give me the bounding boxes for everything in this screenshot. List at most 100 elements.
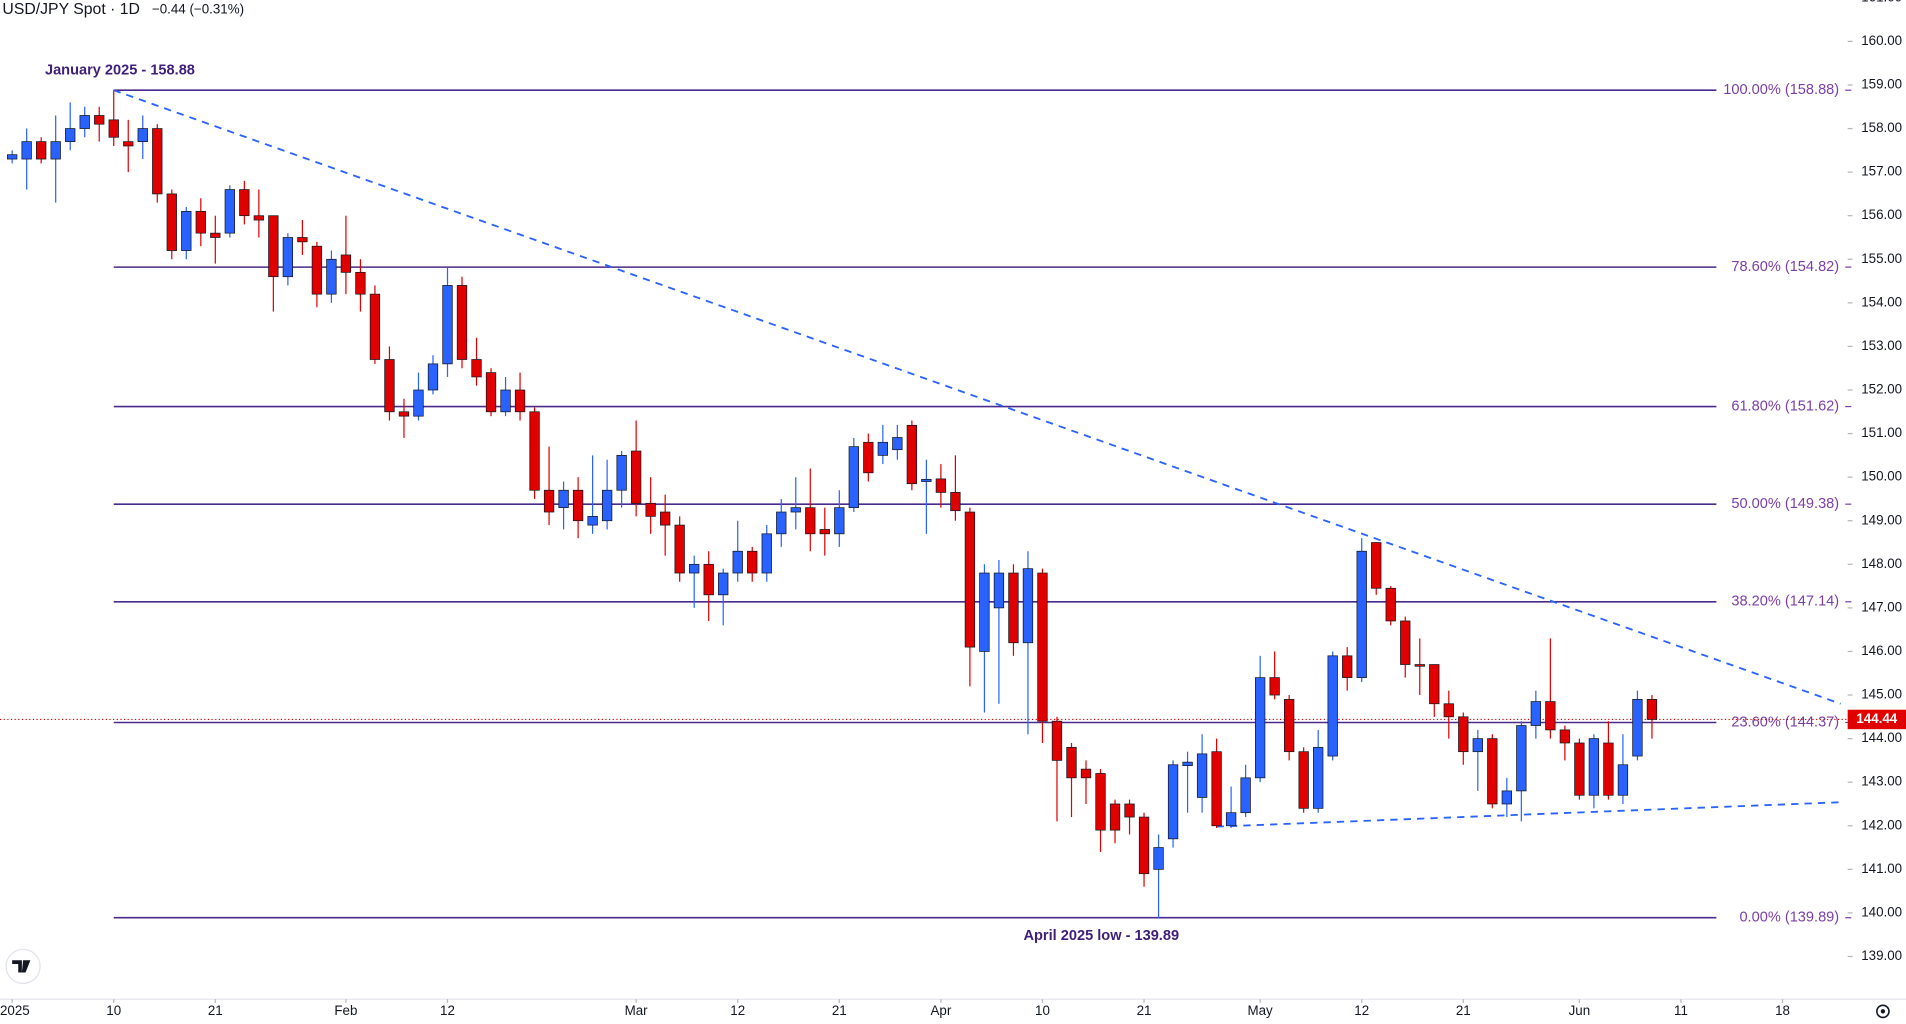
candle-body [65, 128, 76, 142]
candle [1617, 734, 1629, 804]
candle-body [50, 141, 61, 160]
candle [660, 494, 671, 556]
annotation: April 2025 low - 139.89 [1024, 928, 1180, 944]
candle-body [529, 411, 540, 491]
candle [1240, 764, 1251, 818]
candle-body [181, 210, 192, 251]
fib-label: 100.00% (158.88) [1723, 82, 1839, 98]
candle-body [776, 511, 787, 535]
candle-body [1066, 746, 1077, 779]
y-tick-label: 145.00 [1861, 687, 1902, 702]
candle [485, 368, 497, 417]
candle [442, 267, 453, 377]
candle [1632, 690, 1643, 761]
candle [877, 424, 888, 465]
candle [1400, 616, 1411, 678]
candle [152, 124, 163, 203]
candle-body [819, 529, 830, 535]
candle-body [921, 478, 932, 482]
candle [1022, 551, 1034, 735]
candle-body [1588, 738, 1600, 796]
candle-body [326, 258, 337, 295]
candle [326, 250, 337, 303]
gear[interactable] [1876, 1004, 1890, 1019]
candle [224, 185, 235, 238]
candle [1138, 812, 1150, 887]
candle-body [674, 524, 685, 574]
candle [1066, 742, 1077, 818]
candle [1153, 834, 1164, 918]
candle [1008, 564, 1019, 656]
candle [1574, 738, 1585, 800]
candle-body [1559, 729, 1571, 744]
x-tick-label: 21 [1137, 1003, 1152, 1018]
candle [1124, 799, 1135, 835]
fib-label: 0.00% (139.89) [1739, 910, 1839, 926]
candle-body [630, 450, 642, 504]
candle-body [1313, 746, 1324, 809]
candle [616, 451, 627, 508]
candle [921, 459, 932, 534]
candle-body [398, 411, 410, 417]
candle [413, 372, 424, 421]
candle [979, 564, 990, 713]
candle [50, 115, 61, 203]
candle [630, 420, 642, 517]
candle [340, 215, 352, 295]
candle [471, 337, 482, 386]
candle [181, 206, 192, 260]
candle [805, 468, 816, 552]
candle [1095, 769, 1106, 852]
candle [1559, 725, 1571, 761]
gear-center [1880, 1009, 1886, 1014]
candle [689, 555, 700, 608]
chart-subtitle: −0.44 (−0.31%) [152, 1, 244, 16]
candle-body [601, 489, 613, 522]
candle-body [224, 189, 235, 234]
candle-body [964, 511, 976, 648]
candle-body [1022, 568, 1034, 644]
candle-body [558, 489, 569, 509]
settings-icon[interactable] [1876, 1004, 1890, 1019]
y-tick-label: 151.00 [1861, 425, 1902, 440]
candle-body [1458, 716, 1469, 753]
candle [1356, 538, 1367, 682]
candle [282, 233, 294, 286]
y-tick-label: 153.00 [1861, 338, 1902, 353]
candle [790, 477, 801, 530]
candle-body [239, 189, 250, 217]
candle-body [1429, 664, 1440, 705]
candle [1196, 734, 1208, 813]
candle [1371, 542, 1382, 595]
candle-body [21, 141, 32, 160]
tv-logo[interactable] [5, 948, 41, 985]
candle-body [253, 215, 265, 221]
y-tick-label: 148.00 [1861, 556, 1902, 571]
candle-body [587, 516, 598, 526]
candle [36, 137, 47, 164]
candle-body [863, 441, 874, 474]
candle [1254, 655, 1266, 783]
candle-body [1240, 777, 1251, 814]
candle-body [485, 372, 497, 413]
candle [1225, 786, 1237, 828]
candle-body [645, 502, 656, 517]
candle [398, 398, 410, 438]
candle-body [761, 533, 772, 574]
x-tick-label: 21 [1456, 1003, 1471, 1018]
candle [1501, 777, 1512, 818]
x-tick-label: 10 [1035, 1003, 1050, 1018]
y-tick-label: 156.00 [1861, 207, 1902, 222]
chart-title: USD/JPY Spot · 1D [2, 1, 140, 18]
candle-body [790, 507, 801, 513]
fib-label: 23.60% (144.37) [1731, 714, 1839, 730]
x-tick-label: 21 [208, 1003, 223, 1018]
y-tick-label: 157.00 [1861, 164, 1902, 179]
candle-body [1182, 761, 1193, 766]
candle-body [311, 245, 323, 295]
candle-body [834, 507, 845, 535]
candle [1603, 721, 1614, 800]
candle-body [36, 141, 47, 160]
candle-body [703, 563, 714, 596]
candle-body [1530, 701, 1542, 726]
